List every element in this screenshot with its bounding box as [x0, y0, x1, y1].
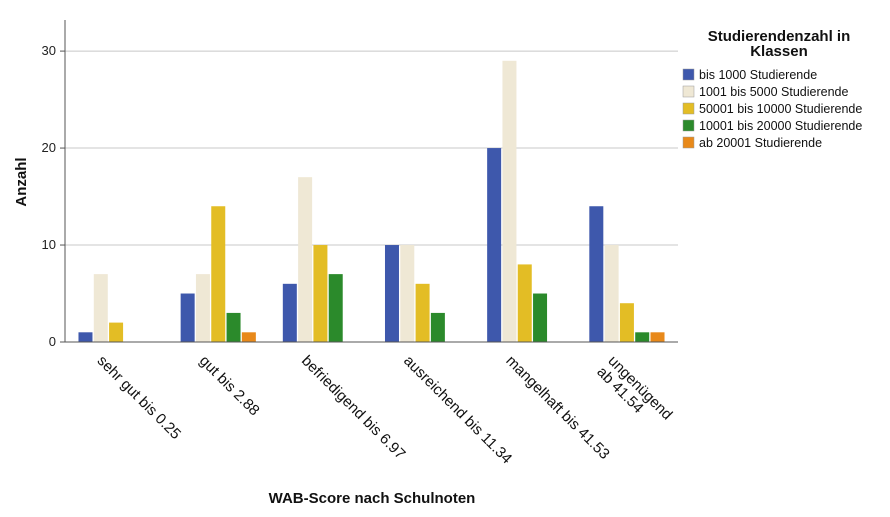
bar: [487, 148, 502, 342]
bar: [226, 312, 241, 342]
legend-label: ab 20001 Studierende: [699, 136, 822, 150]
bar: [589, 206, 604, 342]
grid-lines: [65, 50, 678, 246]
bar: [400, 245, 415, 342]
x-category-label: ungenügendab 41.54: [593, 352, 675, 434]
legend-swatch: [682, 85, 695, 98]
legend-title: Klassen: [750, 43, 808, 60]
legend-title: Studierendenzahl in: [708, 28, 851, 45]
legend-label: bis 1000 Studierende: [699, 68, 817, 82]
legend-label: 10001 bis 20000 Studierende: [699, 119, 862, 133]
bar: [650, 332, 665, 342]
bar: [195, 274, 210, 342]
bar: [619, 303, 634, 342]
y-tick-labels: 0 10 20 30: [42, 43, 56, 349]
legend-swatch: [682, 136, 695, 149]
bar: [180, 293, 195, 342]
axes: [60, 20, 678, 343]
bar: [415, 283, 430, 342]
bar: [384, 245, 399, 342]
bar: [298, 177, 313, 342]
bar: [313, 245, 328, 342]
legend-swatch: [682, 68, 695, 81]
x-category-labels: sehr gut bis 0.25 gut bis 2.88 befriedigen…: [94, 352, 676, 467]
x-category-label: ausreichend bis 11.34: [400, 352, 515, 467]
bar: [282, 283, 297, 342]
x-category-label: befriedigend bis 6.97: [298, 352, 409, 463]
bar: [78, 332, 93, 342]
bar: [533, 293, 548, 342]
bar: [430, 312, 445, 342]
legend-swatch: [682, 119, 695, 132]
bar: [604, 245, 619, 342]
y-tick-label: 10: [42, 237, 56, 252]
x-axis-title: WAB-Score nach Schulnoten: [269, 490, 476, 507]
y-axis-title: Anzahl: [13, 157, 30, 206]
x-category-label: mangelhaft bis 41.53: [502, 352, 612, 462]
y-tick-label: 20: [42, 140, 56, 155]
bar: [241, 332, 256, 342]
x-category-label: gut bis 2.88: [196, 352, 263, 419]
bar: [517, 264, 532, 342]
bar: [328, 274, 343, 342]
x-category-label: sehr gut bis 0.25: [94, 352, 184, 442]
legend-label: 50001 bis 10000 Studierende: [699, 102, 862, 116]
bars: [78, 60, 665, 343]
legend-label: 1001 bis 5000 Studierende: [699, 85, 848, 99]
bar: [211, 206, 226, 342]
y-tick-label: 30: [42, 43, 56, 58]
bar: [109, 322, 124, 342]
bar: [502, 60, 517, 343]
bar: [635, 332, 650, 342]
y-tick-label: 0: [49, 334, 56, 349]
legend-swatch: [682, 102, 695, 115]
bar: [93, 274, 108, 342]
